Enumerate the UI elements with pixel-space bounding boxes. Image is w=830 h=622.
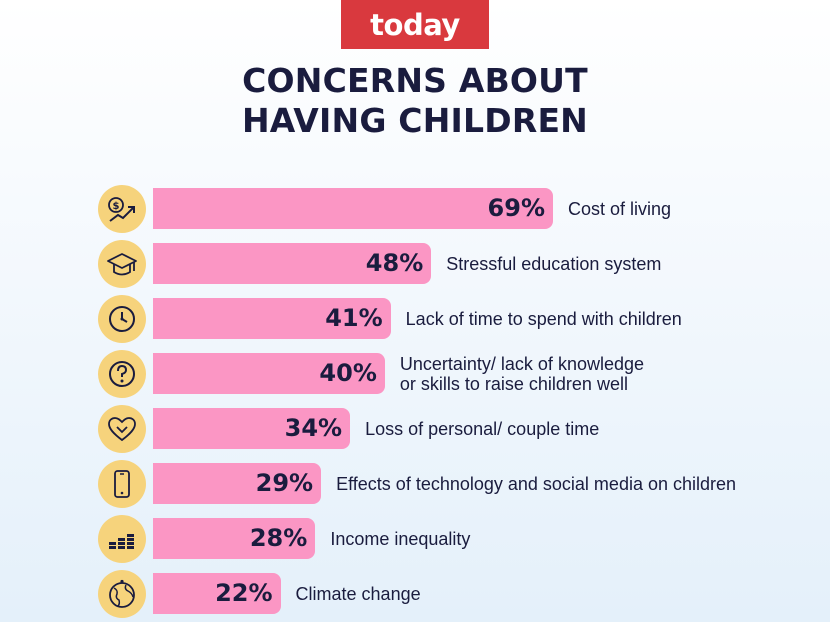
bar-category-label: Cost of living bbox=[568, 198, 672, 219]
globe-icon bbox=[98, 569, 146, 618]
coin-stacks-icon bbox=[98, 514, 146, 563]
money-growth-icon: $ bbox=[98, 184, 146, 233]
bar-value-label: 69% bbox=[487, 194, 545, 222]
bar-1 bbox=[153, 243, 432, 284]
bar-2 bbox=[153, 298, 391, 339]
bar-category-label: Income inequality bbox=[330, 528, 471, 549]
question-icon bbox=[98, 349, 146, 398]
heart-icon bbox=[98, 404, 146, 453]
bar-value-label: 48% bbox=[365, 249, 424, 277]
smartphone-icon bbox=[98, 459, 146, 508]
bar-value-label: 29% bbox=[255, 469, 314, 497]
bar-0 bbox=[153, 188, 553, 229]
bar-value-label: 40% bbox=[319, 359, 377, 387]
bar-value-label: 34% bbox=[284, 414, 343, 442]
bar-category-label: Loss of personal/ couple time bbox=[365, 418, 600, 439]
today-logo: today bbox=[341, 0, 489, 49]
bar-5 bbox=[153, 463, 322, 504]
svg-text:$: $ bbox=[113, 201, 120, 212]
bar-category-label: Uncertainty/ lack of knowledge or skills… bbox=[399, 353, 644, 394]
bar-value-label: 28% bbox=[249, 524, 308, 552]
bar-6 bbox=[153, 518, 316, 559]
bar-3 bbox=[153, 353, 385, 394]
chart-title-line-2: HAVING CHILDREN bbox=[241, 101, 589, 140]
bar-value-label: 22% bbox=[215, 579, 273, 607]
bar-4 bbox=[153, 408, 351, 449]
bar-category-label: Climate change bbox=[295, 583, 421, 604]
bar-category-label: Lack of time to spend with children bbox=[405, 308, 682, 329]
bar-value-label: 41% bbox=[325, 304, 383, 332]
graduation-cap-icon bbox=[98, 239, 146, 288]
bar-7 bbox=[153, 573, 281, 614]
bar-category-label: Stressful education system bbox=[446, 253, 662, 274]
clock-icon bbox=[98, 294, 146, 343]
chart-title-line-1: CONCERNS ABOUT bbox=[242, 61, 588, 100]
bar-category-label: Effects of technology and social media o… bbox=[336, 473, 737, 494]
